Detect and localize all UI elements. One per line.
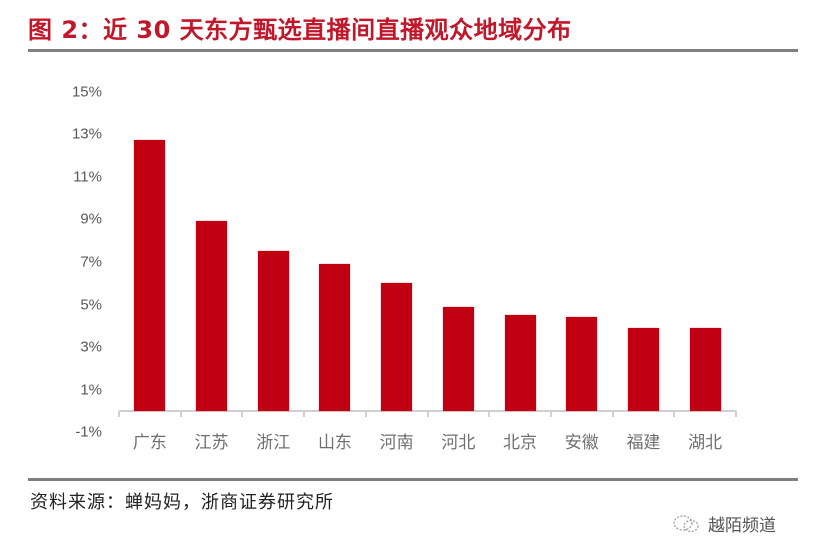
x-tick-label: 山东 — [317, 433, 352, 453]
x-tick-mark — [549, 411, 552, 417]
y-tick-label: 1% — [80, 381, 102, 399]
watermark-text: 越陌频道 — [708, 516, 776, 536]
bar-3 — [319, 264, 351, 411]
x-tick-label: 湖北 — [688, 433, 723, 453]
x-tick-label: 河南 — [379, 433, 414, 453]
chart-title: 图 2：近 30 天东方甄选直播间直播观众地域分布 — [28, 16, 572, 44]
x-tick-mark — [611, 411, 614, 417]
bar-9 — [689, 327, 721, 411]
x-tick-mark — [426, 411, 429, 417]
y-tick-label: 3% — [80, 338, 102, 356]
y-tick-label: 5% — [80, 296, 102, 313]
bar-5 — [442, 306, 474, 411]
x-tick-mark — [735, 411, 737, 417]
bar-8 — [627, 327, 659, 411]
x-tick-label: 福建 — [626, 433, 661, 453]
x-tick-label: 安徽 — [564, 433, 599, 453]
x-tick-label: 北京 — [503, 433, 538, 453]
bar-4 — [381, 283, 413, 411]
x-tick-label: 浙江 — [256, 433, 291, 453]
bar-6 — [504, 315, 536, 411]
source-divider — [28, 478, 798, 481]
y-tick-label: 11% — [73, 168, 102, 186]
source-note: 资料来源：蝉妈妈，浙商证券研究所 — [30, 492, 334, 513]
y-tick-label: 15% — [71, 83, 102, 100]
x-tick-label: 广东 — [132, 433, 167, 453]
watermark: 越陌频道 — [672, 511, 776, 536]
bar-7 — [566, 317, 598, 411]
x-tick-mark — [364, 411, 367, 417]
title-divider — [28, 49, 798, 52]
x-tick-label: 江苏 — [194, 433, 229, 453]
wechat-icon — [673, 514, 699, 532]
bar-0 — [134, 140, 166, 411]
x-tick-mark — [303, 411, 306, 417]
x-tick-mark — [118, 411, 120, 417]
y-tick-label: 9% — [80, 210, 102, 228]
bar-1 — [196, 221, 228, 411]
bar-2 — [257, 251, 289, 411]
y-tick-label: 13% — [71, 125, 102, 143]
x-tick-mark — [241, 411, 244, 417]
x-tick-mark — [488, 411, 491, 417]
x-tick-mark — [673, 411, 676, 417]
x-tick-label: 河北 — [441, 433, 476, 453]
x-tick-mark — [179, 411, 182, 417]
y-tick-label: 7% — [80, 253, 102, 271]
bar-chart: 15% 13% 11% 9% 7% 5% 3% 1% -1% 广东 江苏 浙江 山东 河南 河北 北京 安徽 福… — [71, 83, 737, 453]
y-tick-label: -1% — [75, 423, 102, 441]
